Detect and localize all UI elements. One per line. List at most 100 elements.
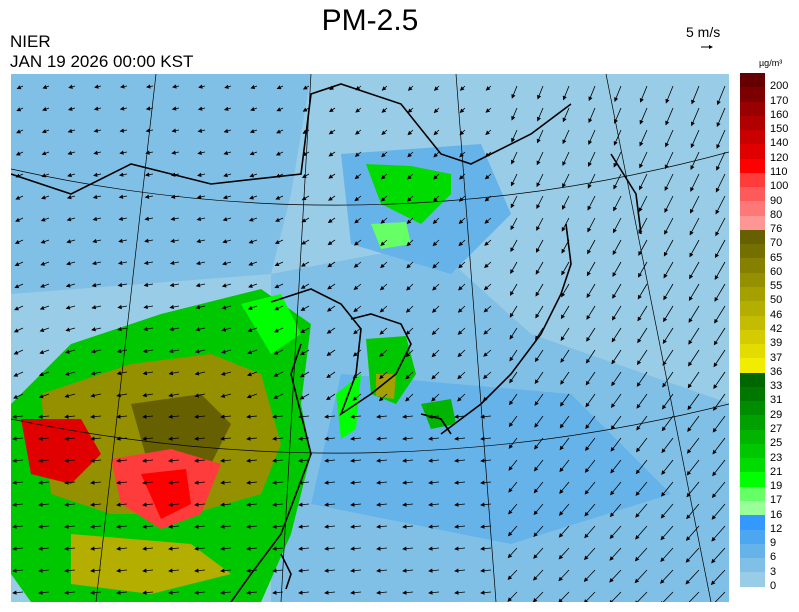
wind-arrow-head	[558, 533, 564, 538]
wind-arrow-head	[402, 458, 407, 463]
wind-arrow-head	[535, 269, 540, 275]
wind-arrow-head	[402, 414, 407, 419]
wind-arrow-head	[194, 393, 200, 398]
wind-arrow-head	[38, 590, 43, 595]
wind-arrow-head	[661, 448, 666, 454]
wind-arrow-head	[194, 524, 199, 529]
organization-label: NIER	[10, 32, 51, 51]
wind-arrow-head	[534, 444, 539, 450]
wind-arrow-head	[485, 86, 491, 91]
pm25-map[interactable]	[11, 74, 729, 602]
wind-arrow-head	[275, 173, 281, 178]
wind-arrow-head	[458, 197, 464, 202]
wind-arrow-head	[508, 422, 514, 428]
wind-arrow-head	[67, 172, 72, 178]
wind-arrow-head	[220, 371, 226, 376]
wind-arrow-head	[535, 291, 540, 297]
wind-arrow-head	[586, 337, 591, 342]
wind-arrow-head	[168, 371, 174, 376]
wind-arrow-head	[222, 195, 228, 200]
wind-arrow-head	[685, 536, 691, 541]
wind-arrow-head	[170, 194, 176, 199]
wind-arrow-head	[635, 600, 638, 602]
wind-arrow-head	[407, 175, 412, 180]
wind-arrow-head	[610, 490, 615, 496]
wind-arrow-head	[16, 107, 22, 112]
wind-arrow-head	[39, 372, 44, 377]
wind-arrow-head	[532, 576, 538, 581]
wind-arrow-head	[90, 546, 95, 551]
wind-arrow-head	[328, 130, 334, 135]
wind-arrow-head	[93, 128, 99, 133]
legend-unit: µg/m³	[759, 58, 783, 68]
wind-arrow-head	[144, 172, 150, 177]
wind-arrow-head	[660, 535, 665, 541]
wind-arrow-head	[716, 144, 721, 149]
wind-arrow-head	[274, 262, 280, 267]
wind-arrow-head	[454, 546, 459, 551]
wind-arrow-head	[510, 225, 515, 231]
wind-arrow-head	[428, 524, 433, 529]
wind-arrow-head	[142, 480, 147, 485]
wind-arrow-head	[562, 95, 567, 101]
wind-arrow-head	[381, 108, 387, 113]
wind-arrow-head	[485, 130, 490, 135]
wind-arrow-head	[275, 195, 281, 200]
wind-arrow-head	[168, 458, 173, 463]
legend-label: 42	[770, 323, 783, 335]
legend-label: 90	[770, 194, 783, 207]
wind-arrow-head	[354, 174, 360, 180]
wind-arrow-head	[562, 183, 567, 188]
wind-arrow-head	[116, 371, 122, 376]
wind-arrow-head	[142, 502, 147, 507]
wind-arrow-head	[432, 241, 438, 247]
wind-arrow-head	[38, 414, 43, 419]
wind-arrow-head	[92, 238, 97, 244]
wind-arrow-head	[405, 374, 410, 380]
wind-arrow-head	[90, 458, 95, 463]
legend-label: 19	[770, 480, 783, 493]
wind-arrow-head	[588, 140, 593, 145]
wind-arrow-head	[12, 568, 17, 573]
wind-arrow-head	[402, 546, 407, 551]
wind-arrow-head	[196, 216, 202, 222]
wind-arrow-head	[639, 185, 643, 191]
wind-arrow-head	[533, 554, 538, 559]
wind-arrow-head	[484, 241, 489, 246]
wind-arrow-head	[433, 86, 439, 91]
wind-arrow-head	[274, 240, 280, 244]
wind-arrow-head	[661, 404, 667, 410]
wind-arrow-head	[458, 241, 464, 247]
wind-arrow-head	[354, 196, 360, 202]
legend-label: 50	[770, 294, 783, 307]
wind-arrow-head	[459, 152, 464, 158]
wind-arrow-head	[117, 282, 123, 288]
wind-arrow-head	[324, 480, 329, 485]
wind-arrow-head	[354, 152, 360, 157]
wind-arrow-head	[223, 150, 229, 156]
wind-arrow-head	[663, 295, 668, 301]
wind-arrow-head	[250, 107, 255, 112]
wind-arrow-head	[712, 449, 717, 455]
wind-arrow-head	[428, 502, 433, 507]
wind-arrow-head	[559, 445, 564, 451]
wind-arrow-head	[483, 330, 489, 335]
wind-arrow-head	[301, 218, 307, 223]
wind-arrow-head	[324, 436, 329, 441]
wind-arrow-head	[636, 403, 641, 409]
wind-arrow-head	[509, 400, 514, 406]
wind-arrow-head	[194, 590, 199, 595]
wind-arrow-head	[688, 361, 693, 367]
wind-arrow-head	[64, 393, 70, 398]
wind-arrow-head	[379, 308, 385, 313]
wind-arrow-head	[508, 466, 513, 471]
wind-arrow-head	[485, 152, 490, 158]
wind-arrow-head	[715, 187, 720, 193]
legend-label: 6	[770, 551, 777, 564]
legend-band	[740, 329, 765, 345]
wind-arrow-head	[561, 226, 566, 232]
wind-arrow-head	[433, 152, 438, 158]
wind-arrow-head	[12, 502, 17, 507]
legend-band	[740, 486, 765, 501]
wind-arrow-head	[609, 534, 615, 539]
